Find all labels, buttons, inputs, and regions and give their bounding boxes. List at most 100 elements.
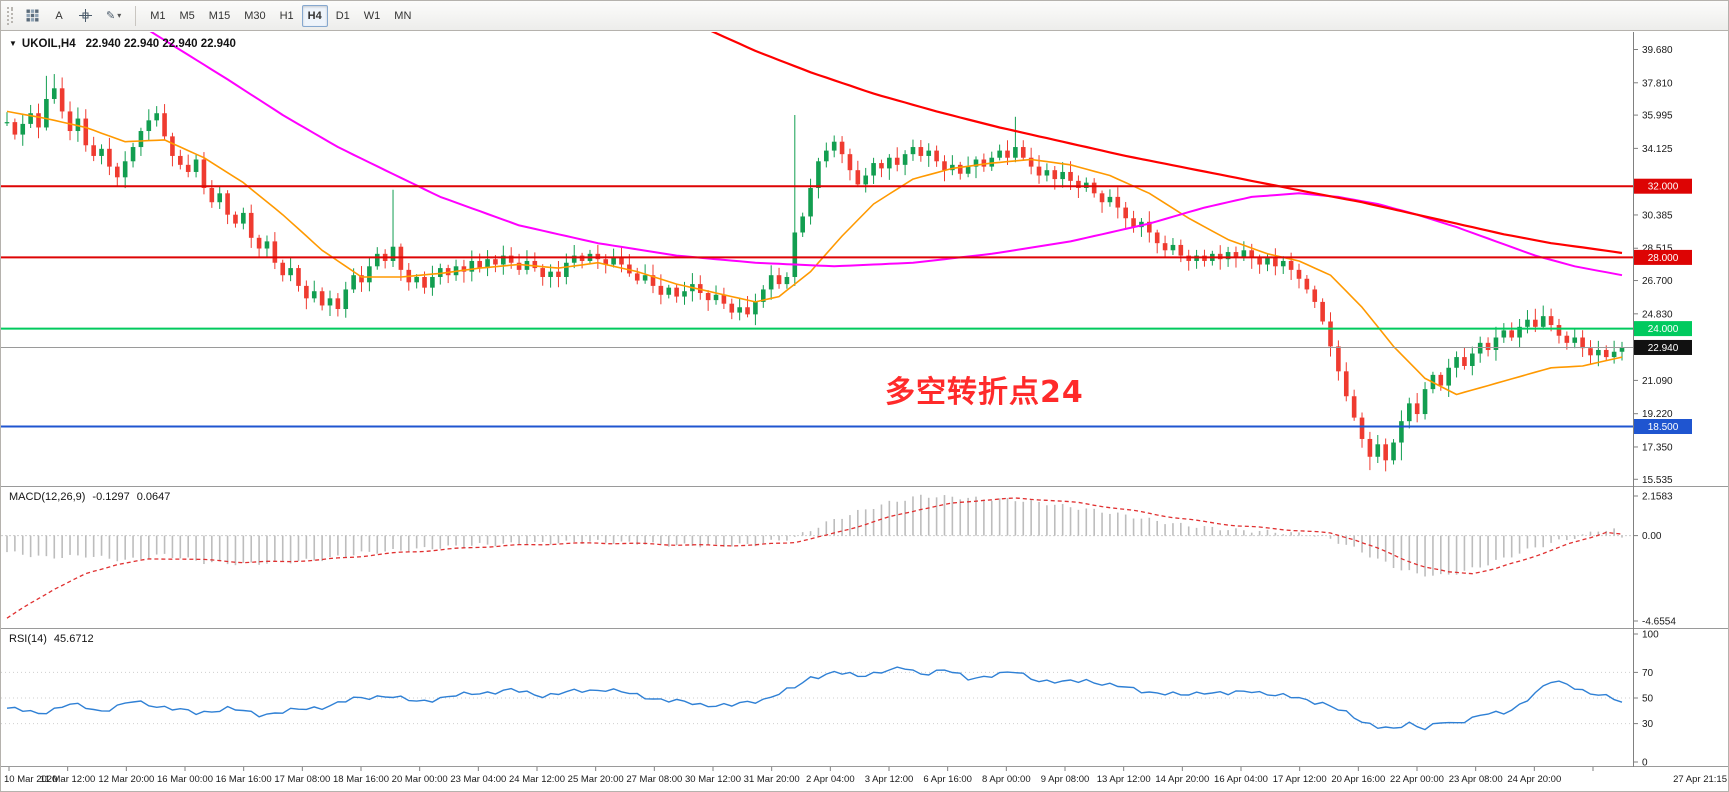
price-badge: 28.000 (1634, 249, 1692, 265)
price-badge: 22.940 (1634, 339, 1692, 355)
price-badge: 24.000 (1634, 321, 1692, 337)
svg-text:17 Apr 12:00: 17 Apr 12:00 (1273, 774, 1327, 785)
one-click-trading-arrow-icon[interactable]: ▼ (9, 39, 17, 48)
svg-text:2 Apr 04:00: 2 Apr 04:00 (806, 774, 855, 785)
macd-panel (1, 494, 1633, 619)
timeframe-m15-button[interactable]: M15 (203, 5, 236, 27)
svg-text:11 Mar 12:00: 11 Mar 12:00 (40, 774, 95, 785)
rsi-indicator-label: RSI(14) 45.6712 (9, 633, 94, 645)
pencil-icon: ✎ (106, 10, 116, 22)
chart-ohlc-values: 22.940 22.940 22.940 22.940 (85, 38, 236, 50)
chevron-down-icon: ▾ (117, 11, 122, 20)
svg-text:12 Mar 20:00: 12 Mar 20:00 (98, 774, 154, 785)
svg-text:50: 50 (1642, 694, 1654, 705)
svg-text:15.535: 15.535 (1642, 475, 1673, 486)
timeframe-h4-button[interactable]: H4 (301, 4, 328, 27)
svg-text:6 Apr 16:00: 6 Apr 16:00 (923, 774, 972, 785)
svg-text:9 Apr 08:00: 9 Apr 08:00 (1041, 774, 1090, 785)
timeframe-m30-button[interactable]: M30 (238, 5, 271, 27)
timeframe-d1-button[interactable]: D1 (330, 5, 356, 27)
svg-text:19.220: 19.220 (1642, 409, 1673, 420)
svg-text:26.700: 26.700 (1642, 276, 1673, 287)
svg-text:16 Apr 04:00: 16 Apr 04:00 (1214, 774, 1268, 785)
grid-icon (26, 9, 39, 22)
svg-text:34.125: 34.125 (1642, 144, 1673, 155)
svg-text:24.000: 24.000 (1648, 324, 1679, 335)
svg-text:20 Apr 16:00: 20 Apr 16:00 (1331, 774, 1385, 785)
svg-text:27 Mar 08:00: 27 Mar 08:00 (626, 774, 682, 785)
svg-text:16 Mar 16:00: 16 Mar 16:00 (216, 774, 272, 785)
svg-text:21.090: 21.090 (1642, 376, 1673, 387)
svg-text:25 Mar 20:00: 25 Mar 20:00 (568, 774, 624, 785)
toolbar: A ✎ ▾ M1 M5 M15 M30 H1 H4 D1 W1 MN (1, 1, 1728, 31)
crosshair-button[interactable] (73, 5, 98, 27)
svg-text:28.515: 28.515 (1642, 244, 1673, 255)
svg-text:22.940: 22.940 (1648, 343, 1679, 354)
svg-text:35.995: 35.995 (1642, 111, 1673, 122)
svg-text:18 Mar 16:00: 18 Mar 16:00 (333, 774, 389, 785)
svg-text:17 Mar 08:00: 17 Mar 08:00 (274, 774, 330, 785)
svg-text:100: 100 (1642, 630, 1659, 641)
chart-grid-button[interactable] (20, 5, 45, 27)
svg-text:24.830: 24.830 (1642, 309, 1673, 320)
timeframe-m5-button[interactable]: M5 (174, 5, 201, 27)
timeframe-m1-button[interactable]: M1 (144, 5, 171, 27)
svg-text:20 Mar 00:00: 20 Mar 00:00 (392, 774, 448, 785)
svg-text:17.350: 17.350 (1642, 442, 1673, 453)
svg-text:14 Apr 20:00: 14 Apr 20:00 (1155, 774, 1209, 785)
ma-slow-line (710, 32, 1623, 255)
toolbar-grip[interactable] (7, 6, 13, 25)
macd-signal-value: 0.0647 (136, 491, 171, 503)
crosshair-icon (79, 9, 92, 22)
svg-text:23 Mar 04:00: 23 Mar 04:00 (450, 774, 506, 785)
svg-text:10 Mar 2020: 10 Mar 2020 (4, 774, 57, 785)
svg-text:2.1583: 2.1583 (1642, 492, 1673, 503)
svg-text:37.810: 37.810 (1642, 78, 1673, 89)
svg-text:24 Apr 20:00: 24 Apr 20:00 (1507, 774, 1561, 785)
rsi-line (6, 666, 1623, 731)
svg-text:18.500: 18.500 (1648, 422, 1679, 433)
price-scale: 39.680 37.810 35.995 34.125 30.385 28.515 26.7… (1, 32, 1728, 769)
chart-symbol-timeframe: UKOIL,H4 (21, 38, 76, 50)
timeframe-mn-button[interactable]: MN (388, 5, 417, 27)
rsi-panel (1, 666, 1633, 731)
rsi-name: RSI(14) (9, 633, 47, 645)
timeframe-h1-button[interactable]: H1 (274, 5, 300, 27)
svg-text:0: 0 (1642, 758, 1648, 769)
toolbar-separator (135, 5, 137, 26)
svg-text:16 Mar 00:00: 16 Mar 00:00 (157, 774, 213, 785)
svg-text:27 Apr 21:15: 27 Apr 21:15 (1673, 774, 1727, 785)
svg-text:28.000: 28.000 (1648, 253, 1679, 264)
main-price-panel (1, 32, 1633, 472)
timeframe-w1-button[interactable]: W1 (358, 5, 387, 27)
macd-value: -0.1297 (92, 491, 130, 503)
rsi-value: 45.6712 (53, 633, 94, 645)
svg-text:22 Apr 00:00: 22 Apr 00:00 (1390, 774, 1444, 785)
svg-text:3 Apr 12:00: 3 Apr 12:00 (865, 774, 914, 785)
svg-text:39.680: 39.680 (1642, 45, 1673, 56)
svg-text:23 Apr 08:00: 23 Apr 08:00 (1449, 774, 1503, 785)
letter-a-icon: A (55, 9, 63, 22)
price-badge: 18.500 (1634, 419, 1692, 435)
text-annotate-button[interactable]: A (47, 5, 71, 27)
chart-annotation-text[interactable]: 多空转折点24 (885, 375, 1084, 410)
svg-text:8 Apr 00:00: 8 Apr 00:00 (982, 774, 1031, 785)
svg-text:0.00: 0.00 (1642, 531, 1662, 542)
chart-title: ▼ UKOIL,H4 22.940 22.940 22.940 22.940 (9, 38, 236, 50)
draw-tools-button[interactable]: ✎ ▾ (100, 5, 127, 27)
macd-signal-line (6, 497, 1623, 619)
svg-text:31 Mar 20:00: 31 Mar 20:00 (744, 774, 800, 785)
macd-indicator-label: MACD(12,26,9) -0.1297 0.0647 (9, 491, 170, 503)
svg-text:70: 70 (1642, 668, 1654, 679)
candlestick-series (4, 74, 1625, 472)
svg-text:-4.6554: -4.6554 (1642, 617, 1676, 628)
svg-text:30.385: 30.385 (1642, 210, 1673, 221)
svg-text:24 Mar 12:00: 24 Mar 12:00 (509, 774, 565, 785)
macd-name: MACD(12,26,9) (9, 491, 86, 503)
svg-text:30: 30 (1642, 719, 1654, 730)
svg-text:32.000: 32.000 (1648, 182, 1679, 193)
svg-text:13 Apr 12:00: 13 Apr 12:00 (1097, 774, 1151, 785)
